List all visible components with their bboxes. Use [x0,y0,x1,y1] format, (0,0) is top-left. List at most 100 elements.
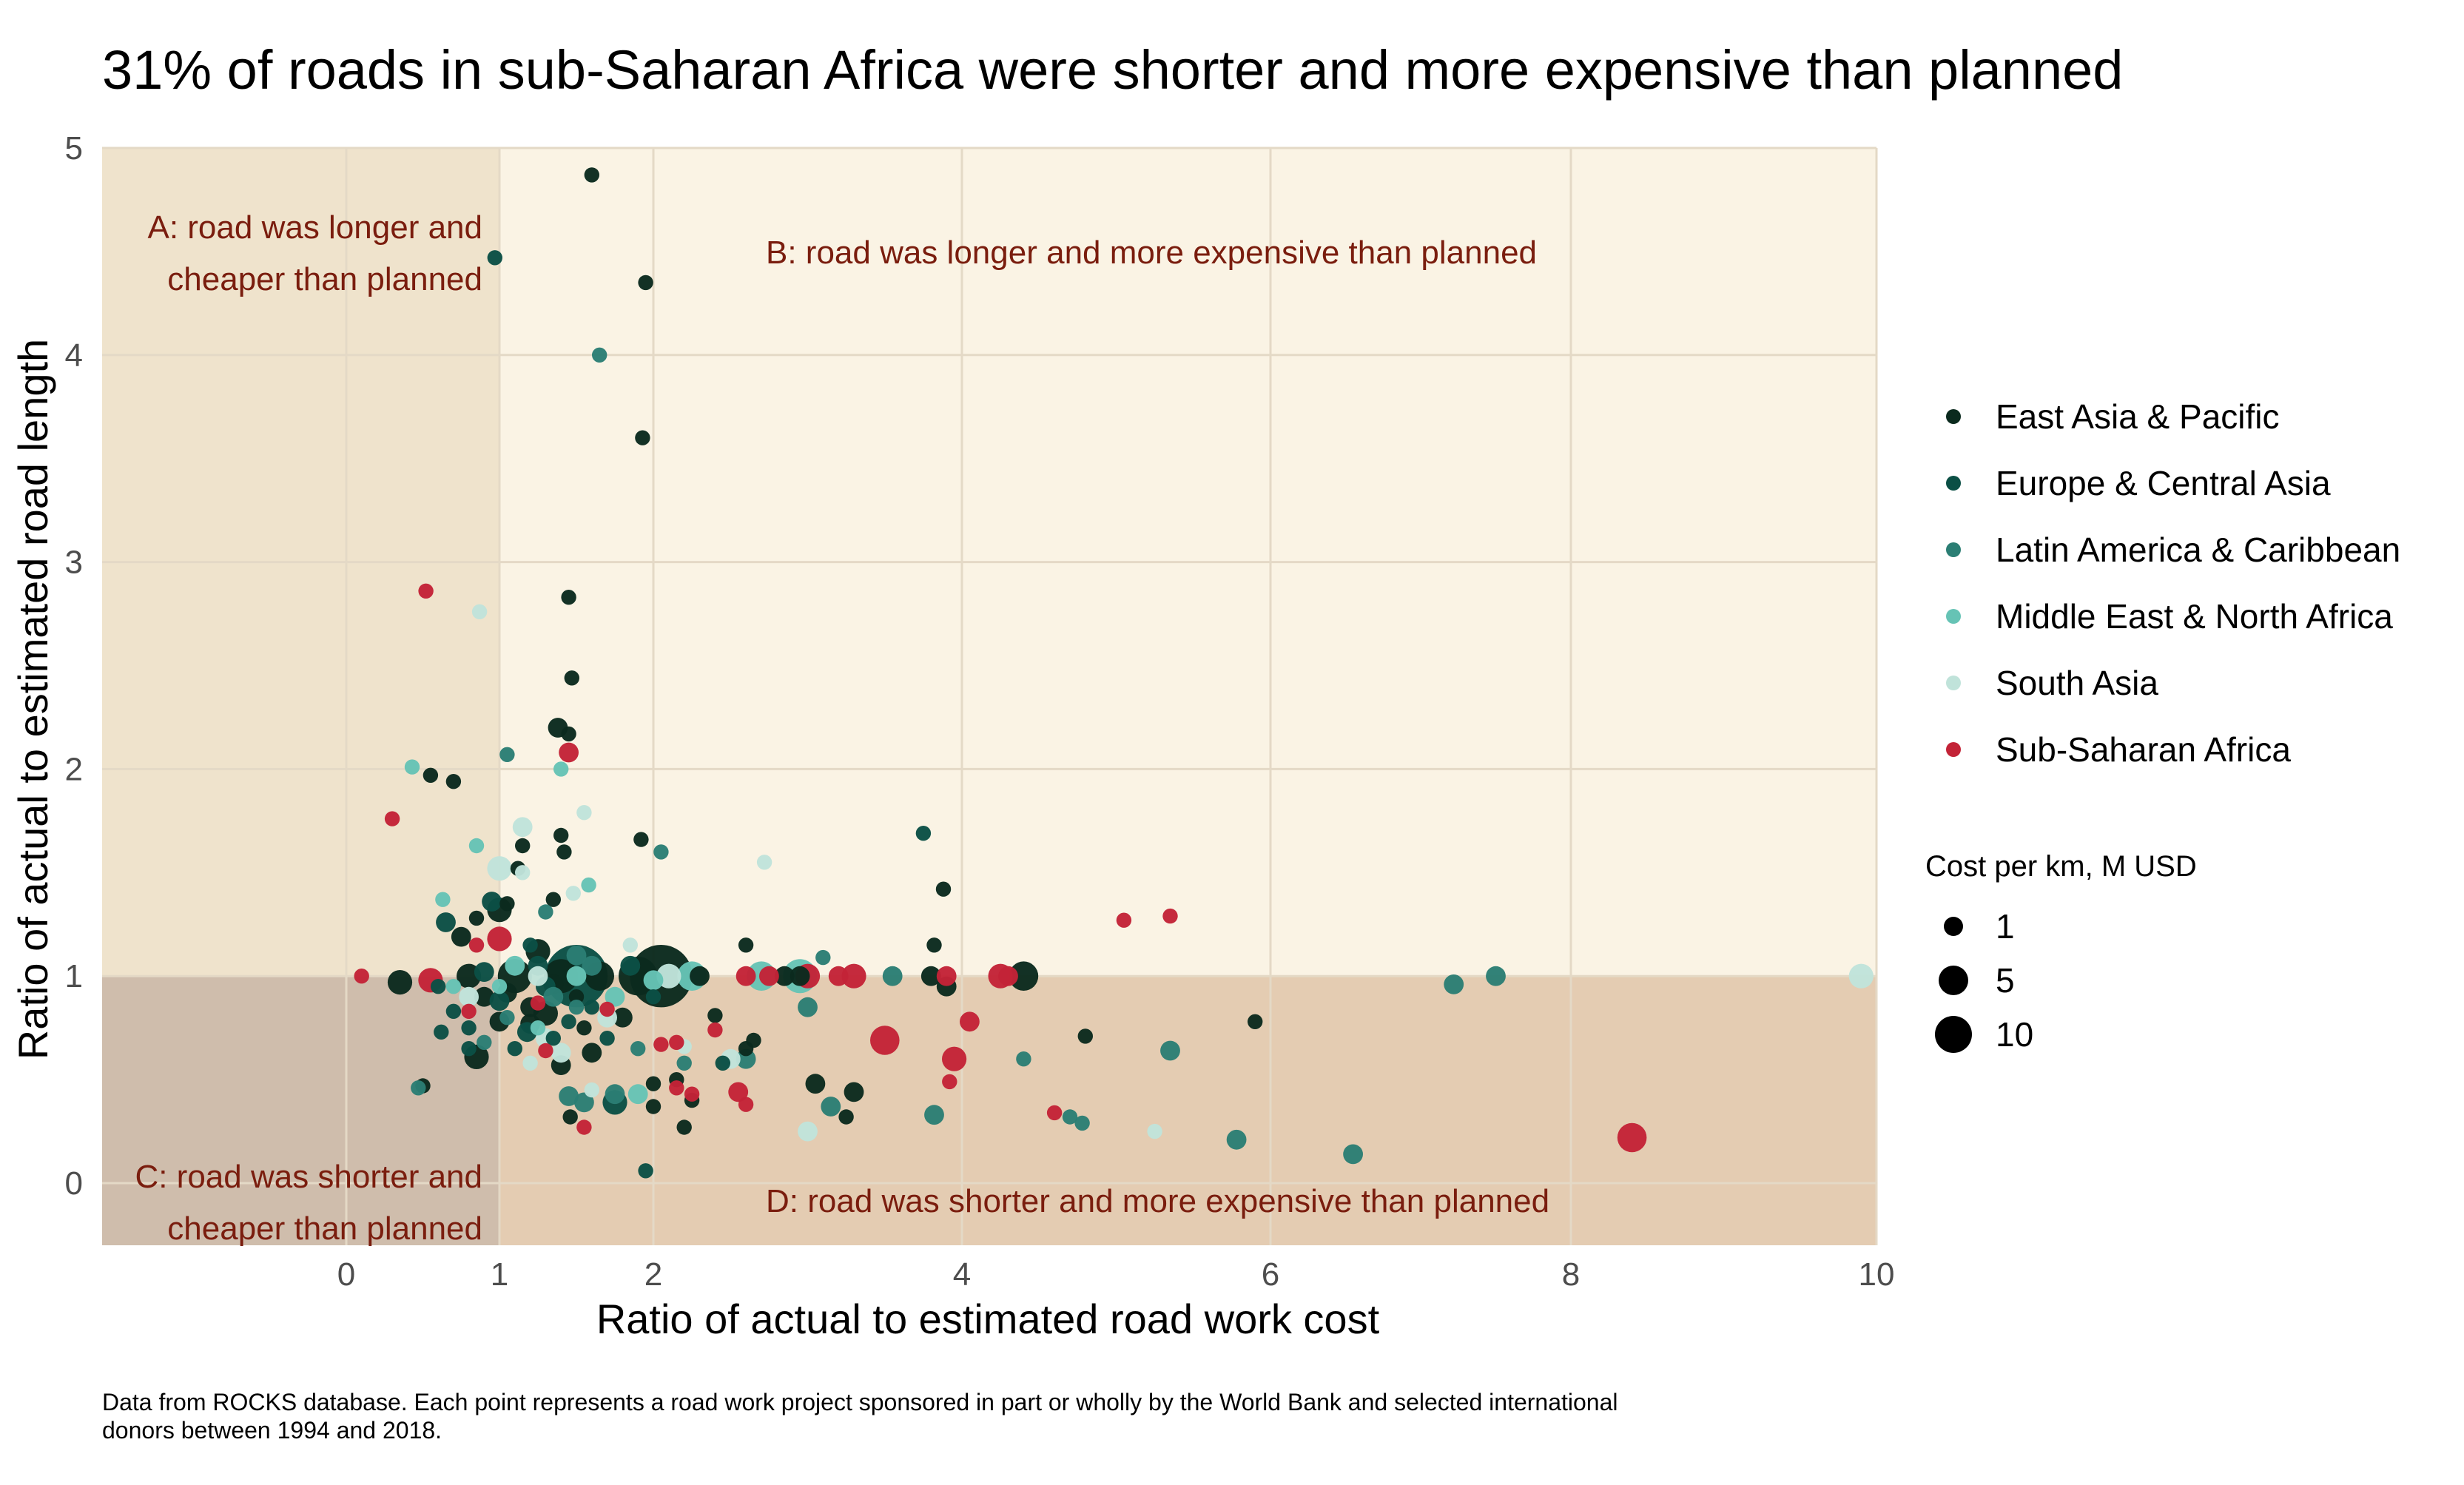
data-point [920,966,941,986]
data-point [568,1000,585,1015]
size-legend: Cost per km, M USD 1 5 10 [1925,850,2197,1054]
data-point [882,966,903,986]
data-point [461,1020,477,1036]
data-point [790,966,810,986]
data-point [487,926,512,952]
data-point [746,1032,761,1048]
data-point [559,1086,579,1106]
x-axis-title: Ratio of actual to estimated road work c… [596,1296,1380,1342]
data-point [620,955,641,976]
data-point [566,945,587,966]
data-point [423,767,439,784]
data-point [581,877,596,893]
data-points [354,167,1874,1179]
quadrant-c-label: cheaper than planned [167,1210,482,1247]
data-point [584,1000,599,1015]
data-point [1343,1144,1363,1165]
data-point [942,1074,957,1090]
data-point [669,1080,684,1096]
data-point [474,962,494,982]
data-point [926,937,942,953]
legend-label: East Asia & Pacific [1996,397,2280,436]
y-tick-label: 5 [65,130,83,166]
x-tick-label: 2 [644,1256,662,1293]
data-point [1046,1105,1063,1121]
data-point [461,1041,477,1057]
data-point [515,838,531,854]
data-point [805,1074,826,1094]
data-point [707,1008,723,1023]
data-point [545,892,561,907]
data-point [565,886,581,901]
data-point [936,966,957,986]
data-point [582,955,602,976]
x-tick-label: 8 [1562,1256,1580,1293]
data-point [815,949,831,966]
quadrant-labels: A: road was longer and cheaper than plann… [135,209,1549,1247]
data-point [1848,963,1874,989]
data-point [505,955,525,976]
data-point [561,1014,576,1030]
data-point [715,1055,730,1071]
data-point [487,856,512,881]
x-tick-label: 1 [491,1256,508,1293]
y-tick-label: 0 [65,1165,83,1202]
data-point [841,963,866,989]
data-point [728,1082,749,1102]
x-tick-label: 0 [337,1256,355,1293]
data-point [738,937,754,953]
size-legend-label: 5 [1996,961,2015,1000]
data-point [756,855,772,870]
data-point [1444,974,1464,994]
data-point [1160,1040,1180,1061]
x-tick-label: 6 [1262,1256,1279,1293]
y-tick-label: 4 [65,337,83,374]
data-point [1617,1122,1647,1153]
data-point [838,1109,854,1125]
legend-label: South Asia [1996,664,2158,702]
data-point [653,844,669,860]
data-point [468,937,485,953]
legend-swatch [1946,409,1961,424]
quadrant-d-label: D: road was shorter and more expensive t… [766,1183,1549,1219]
data-point [707,1022,723,1038]
data-point [690,966,710,986]
data-point [759,966,779,986]
quadrant-c-label: C: road was shorter and [135,1159,482,1195]
data-point [538,904,553,920]
legend-label: Sub-Saharan Africa [1996,730,2291,769]
data-point [774,966,795,986]
data-point [798,997,818,1017]
caption-line: donors between 1994 and 2018. [102,1417,442,1444]
data-point [1226,1129,1247,1150]
data-point [468,910,485,926]
legend-swatch [1946,542,1961,557]
data-point [545,1031,561,1046]
data-point [870,1026,900,1055]
data-point [736,966,756,986]
data-point [738,1097,754,1112]
data-point [551,1043,571,1063]
data-point [1162,908,1178,924]
data-point [582,1043,602,1063]
y-tick-label: 1 [65,958,83,994]
data-point [474,986,494,1007]
data-point [960,1011,980,1032]
y-axis-title: Ratio of actual to estimated road length [10,339,56,1060]
data-point [1016,1051,1031,1067]
data-point [576,805,592,821]
data-point [605,986,625,1007]
data-point [576,1119,592,1135]
legend-label: Latin America & Caribbean [1996,531,2400,569]
data-point [436,912,456,932]
data-point [487,250,502,266]
data-point [477,1034,492,1051]
data-point [935,881,952,897]
size-legend-dot [1944,917,1963,936]
data-point [633,832,649,847]
data-point [1009,961,1039,991]
data-point [643,970,664,991]
caption-line: Data from ROCKS database. Each point rep… [102,1389,1618,1415]
data-point [584,1082,599,1098]
